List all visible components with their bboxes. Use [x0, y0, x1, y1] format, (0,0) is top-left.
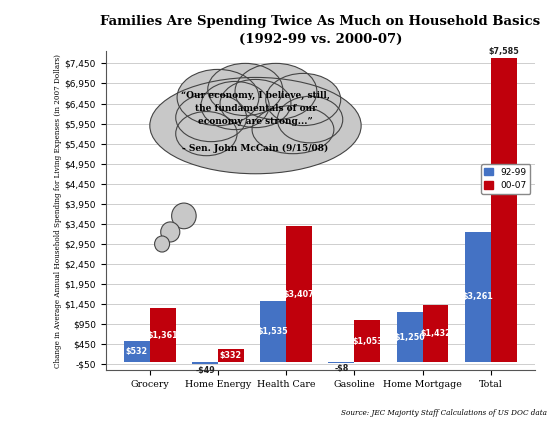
Text: “Our economy, I believe, still,
the fundamentals of our
economy are strong...”

: “Our economy, I believe, still, the fund… [181, 91, 330, 152]
Ellipse shape [220, 80, 291, 128]
Bar [124, 341, 150, 362]
Text: $1,250: $1,250 [394, 333, 425, 342]
Ellipse shape [150, 77, 361, 174]
Ellipse shape [175, 112, 237, 156]
Bar [465, 232, 491, 362]
Text: $1,432: $1,432 [420, 329, 451, 338]
Text: $7,585: $7,585 [488, 47, 519, 56]
Text: $1,361: $1,361 [147, 330, 178, 340]
Bar [286, 226, 312, 362]
Ellipse shape [252, 106, 334, 154]
Text: Source: JEC Majority Staff Calculations of US DOC data: Source: JEC Majority Staff Calculations … [341, 409, 547, 417]
Ellipse shape [177, 69, 259, 125]
Ellipse shape [201, 81, 269, 130]
Bar [150, 308, 175, 362]
Text: -$8: -$8 [334, 364, 349, 373]
Ellipse shape [277, 96, 343, 143]
Text: $1,053: $1,053 [352, 337, 383, 346]
Legend: 92-99, 00-07: 92-99, 00-07 [481, 164, 531, 194]
Ellipse shape [266, 73, 340, 125]
Ellipse shape [161, 222, 180, 242]
Bar [422, 305, 448, 362]
Bar [397, 312, 422, 362]
Text: $3,407: $3,407 [284, 290, 315, 298]
Text: $1,535: $1,535 [258, 327, 289, 336]
Bar [491, 58, 516, 362]
Bar [260, 301, 286, 362]
Bar [354, 320, 380, 362]
Text: $532: $532 [126, 347, 148, 356]
Text: $3,261: $3,261 [463, 293, 493, 301]
Ellipse shape [175, 93, 246, 141]
Bar [218, 349, 244, 362]
Ellipse shape [235, 64, 317, 120]
Ellipse shape [155, 236, 169, 252]
Ellipse shape [208, 64, 283, 115]
Bar [192, 362, 218, 365]
Ellipse shape [172, 203, 196, 229]
Text: -$49: -$49 [195, 366, 215, 375]
Text: $332: $332 [220, 351, 242, 360]
Y-axis label: Change in Average Annual Household Spending for Living Expenses (in 2007 Dollars: Change in Average Annual Household Spend… [53, 54, 62, 368]
Title: Families Are Spending Twice As Much on Household Basics
(1992-99 vs. 2000-07): Families Are Spending Twice As Much on H… [100, 15, 540, 46]
